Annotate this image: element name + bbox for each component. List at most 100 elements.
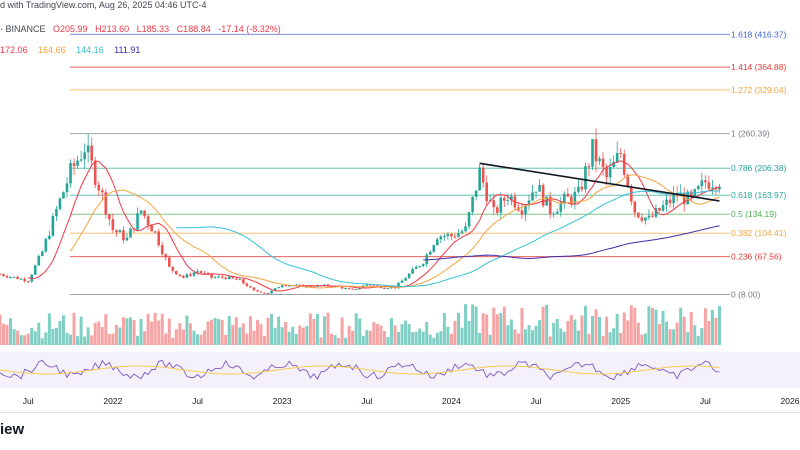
volume-bar	[523, 329, 527, 345]
candle-body	[443, 236, 446, 238]
volume-bar	[605, 316, 609, 345]
volume-bar	[37, 322, 41, 345]
candle-body	[37, 255, 41, 266]
ma-line-long	[176, 190, 720, 287]
volume-bar	[337, 337, 341, 345]
volume-bar	[2, 323, 6, 345]
candle-body	[520, 210, 524, 215]
candle-body	[393, 287, 397, 289]
fib-label: 0.382 (104.41)	[731, 228, 786, 238]
volume-bar	[710, 309, 714, 345]
volume-bar	[661, 310, 665, 345]
volume-bar	[157, 320, 161, 345]
candle-body	[203, 272, 206, 274]
volume-bar	[263, 335, 267, 345]
volume-bar	[217, 318, 221, 345]
volume-bar	[576, 330, 580, 345]
candle-body	[118, 230, 122, 233]
candle-body	[12, 276, 16, 278]
candle-body	[495, 207, 499, 213]
volume-bar	[372, 322, 376, 345]
volume-bar	[432, 337, 436, 345]
volume-bar	[615, 313, 619, 345]
candle-body	[284, 285, 287, 287]
candle-body	[390, 287, 393, 289]
candle-body	[234, 278, 238, 280]
candle-body	[273, 288, 277, 291]
volume-bar	[626, 320, 630, 345]
volume-bar	[76, 336, 80, 345]
volume-bar	[220, 320, 224, 345]
candle-body	[153, 231, 157, 233]
volume-bar	[541, 306, 545, 345]
volume-bar	[255, 319, 259, 345]
ma-value-3: 144.16	[76, 45, 104, 55]
candle-body	[555, 211, 559, 214]
candle-body	[294, 284, 298, 286]
candle-body	[601, 158, 605, 168]
candle-body	[55, 208, 58, 216]
volume-bar	[153, 312, 157, 345]
candle-body	[503, 197, 506, 201]
candle-body	[143, 210, 146, 217]
candle-body	[69, 162, 72, 184]
volume-bar	[319, 337, 323, 345]
volume-bar	[167, 318, 171, 345]
candle-body	[428, 251, 432, 255]
footer-divider	[0, 412, 800, 413]
volume-bar	[358, 318, 362, 345]
volume-bar	[679, 307, 683, 345]
candle-body	[323, 284, 326, 286]
candle-body	[189, 274, 192, 276]
x-tick-label: Jul	[700, 396, 711, 406]
candle-body	[97, 184, 101, 191]
header-bar: d with TradingView.com, Aug 26, 2025 04:…	[0, 0, 206, 10]
candle-body	[115, 230, 118, 233]
volume-bar	[326, 312, 330, 345]
volume-bar	[619, 332, 623, 345]
volume-bar	[333, 335, 337, 345]
candle-body	[277, 287, 280, 289]
candle-body	[238, 279, 242, 281]
candle-body	[0, 274, 2, 276]
candle-body	[23, 278, 26, 282]
fib-label: 0.618 (163.97)	[731, 190, 786, 200]
volume-bar	[93, 323, 97, 345]
volume-bar	[682, 316, 686, 345]
candle-body	[640, 217, 644, 221]
volume-bar	[608, 332, 612, 345]
volume-bar	[238, 327, 242, 345]
candle-body	[5, 276, 9, 278]
volume-bar	[672, 329, 676, 345]
candle-body	[76, 160, 79, 166]
candle-body	[298, 284, 302, 286]
volume-bar	[125, 318, 129, 345]
volume-bar	[361, 335, 365, 345]
volume-bar	[389, 318, 393, 345]
volume-bar	[693, 325, 697, 345]
volume-bar	[545, 304, 549, 345]
candle-body	[580, 186, 584, 190]
volume-bar	[527, 325, 531, 345]
candle-body	[566, 193, 570, 197]
volume-bar	[446, 326, 450, 345]
candle-body	[90, 145, 93, 161]
volume-bar	[668, 329, 672, 345]
candle-body	[661, 205, 665, 211]
candle-body	[192, 272, 196, 276]
volume-bar	[629, 305, 633, 345]
candle-body	[259, 291, 263, 293]
volume-bar	[425, 322, 429, 345]
volume-bar	[118, 327, 122, 345]
fib-label: 0.786 (206.38)	[731, 163, 786, 173]
candle-body	[446, 234, 450, 237]
volume-bar	[636, 322, 640, 345]
volume-bar	[44, 332, 48, 345]
volume-bar	[107, 333, 111, 345]
volume-bar	[266, 317, 270, 345]
fib-label: 1.272 (329.04)	[731, 85, 786, 95]
volume-bar	[587, 333, 591, 345]
candle-body	[626, 174, 630, 187]
candle-body	[242, 279, 245, 284]
